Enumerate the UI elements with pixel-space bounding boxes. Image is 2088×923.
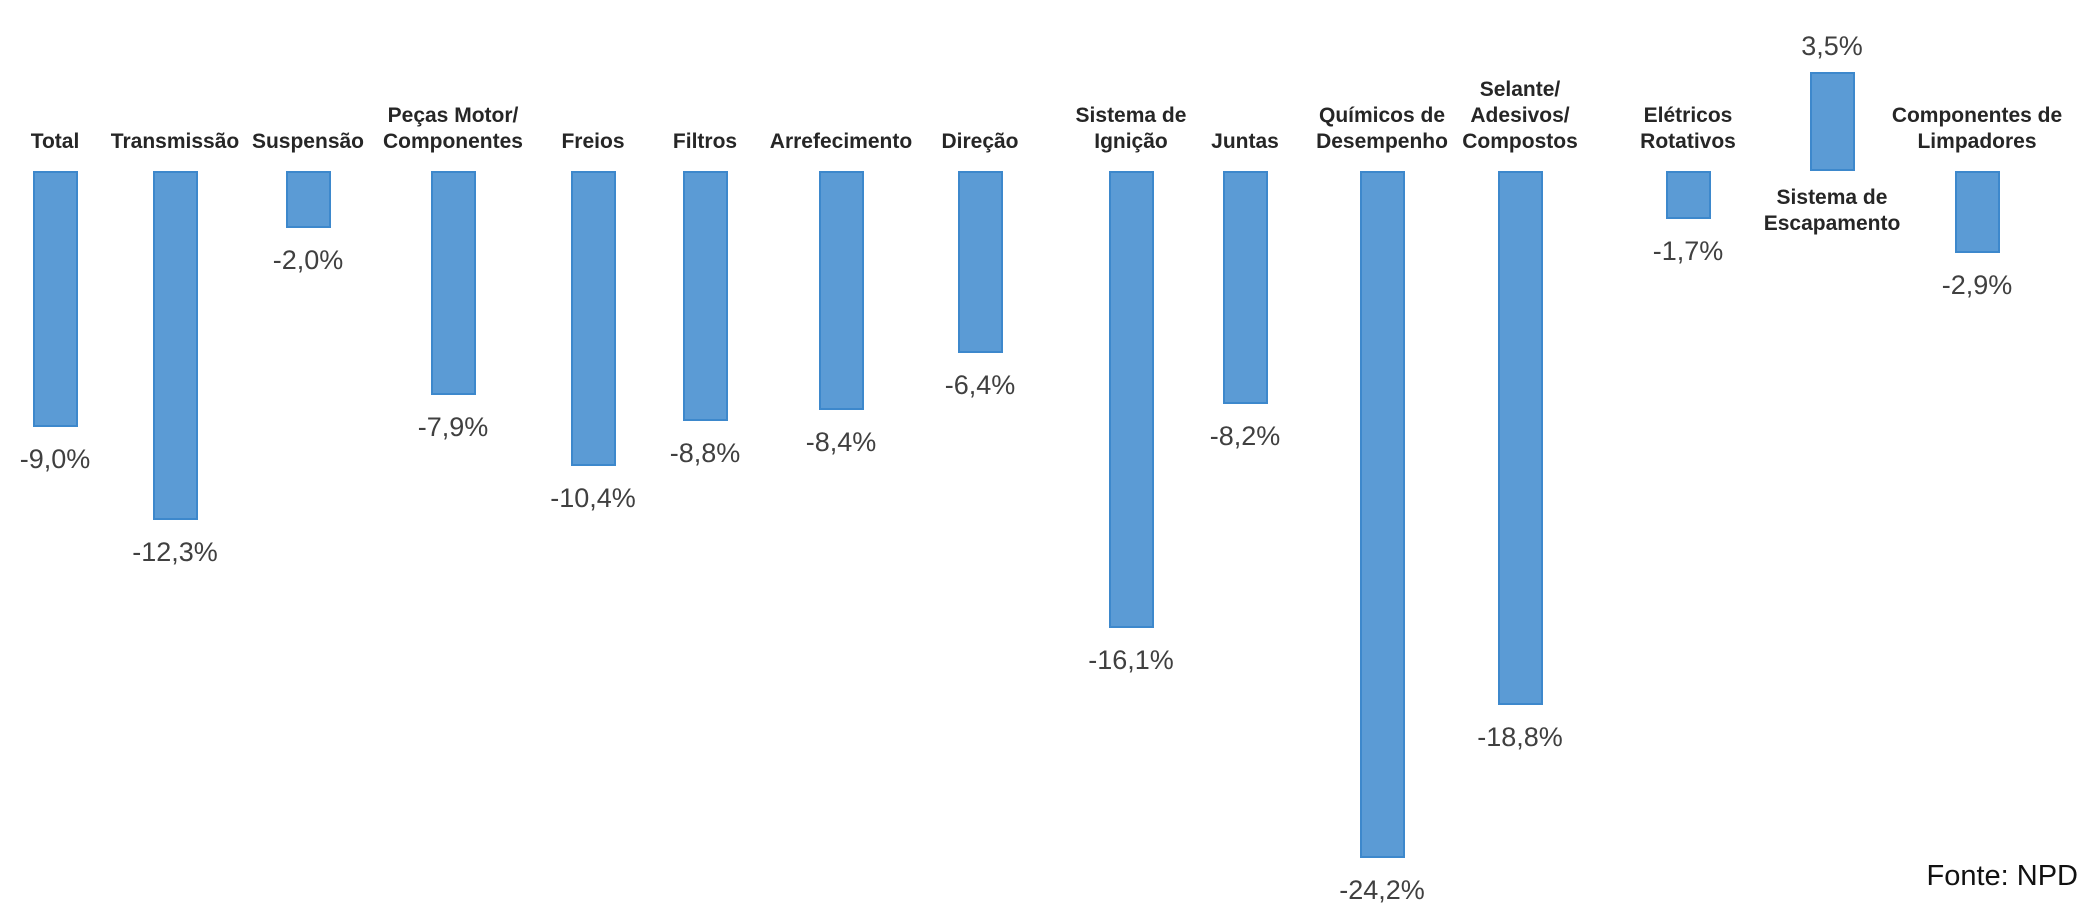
bar-11	[1359, 171, 1405, 859]
value-label-6: -8,8%	[669, 437, 741, 468]
bar-14	[1809, 71, 1855, 171]
value-label-10: -8,2%	[1209, 420, 1281, 451]
bar-6	[682, 171, 728, 421]
bar-15	[1954, 171, 2000, 254]
value-label-5: -10,4%	[550, 483, 636, 514]
category-label-5: Freios	[561, 130, 625, 153]
bar-4	[430, 171, 476, 396]
category-label-15: Componentes de Limpadores	[1891, 104, 2063, 153]
bar-7	[818, 171, 864, 410]
value-label-4: -7,9%	[417, 412, 489, 443]
value-label-8: -6,4%	[944, 369, 1016, 400]
value-label-7: -8,4%	[805, 426, 877, 457]
value-label-15: -2,9%	[1941, 270, 2013, 301]
value-label-3: -2,0%	[272, 244, 344, 275]
bar-3	[285, 171, 331, 228]
source-note: Fonte: NPD	[1926, 860, 2079, 892]
bar-8	[957, 171, 1003, 353]
value-label-11: -24,2%	[1339, 875, 1425, 906]
value-label-2: -12,3%	[132, 537, 218, 568]
category-label-8: Direção	[941, 130, 1019, 153]
category-label-3: Suspensão	[251, 130, 365, 153]
bar-9	[1108, 171, 1154, 629]
category-label-7: Arrefecimento	[769, 130, 913, 153]
bar-10	[1222, 171, 1268, 404]
value-label-9: -16,1%	[1088, 645, 1174, 676]
category-label-4: Peças Motor/ Componentes	[382, 104, 523, 153]
category-label-9: Sistema de Ignição	[1075, 104, 1187, 153]
category-label-2: Transmissão	[110, 130, 240, 153]
bar-5	[570, 171, 616, 467]
category-label-12: Selante/ Adesivos/ Compostos	[1462, 78, 1578, 153]
bar-13	[1665, 171, 1711, 220]
category-label-6: Filtros	[672, 130, 738, 153]
category-label-13: Elétricos Rotativos	[1640, 104, 1736, 153]
bar-2	[152, 171, 198, 521]
value-label-12: -18,8%	[1477, 721, 1563, 752]
value-label-13: -1,7%	[1652, 236, 1724, 267]
bar-12	[1497, 171, 1543, 705]
category-label-10: Juntas	[1211, 130, 1279, 153]
bar-1	[32, 171, 78, 427]
category-label-11: Químicos de Desempenho	[1316, 104, 1448, 153]
category-label-1: Total	[30, 130, 80, 153]
value-label-1: -9,0%	[19, 443, 91, 474]
category-label-14: Sistema de Escapamento	[1763, 186, 1901, 235]
value-label-14: 3,5%	[1801, 30, 1863, 61]
